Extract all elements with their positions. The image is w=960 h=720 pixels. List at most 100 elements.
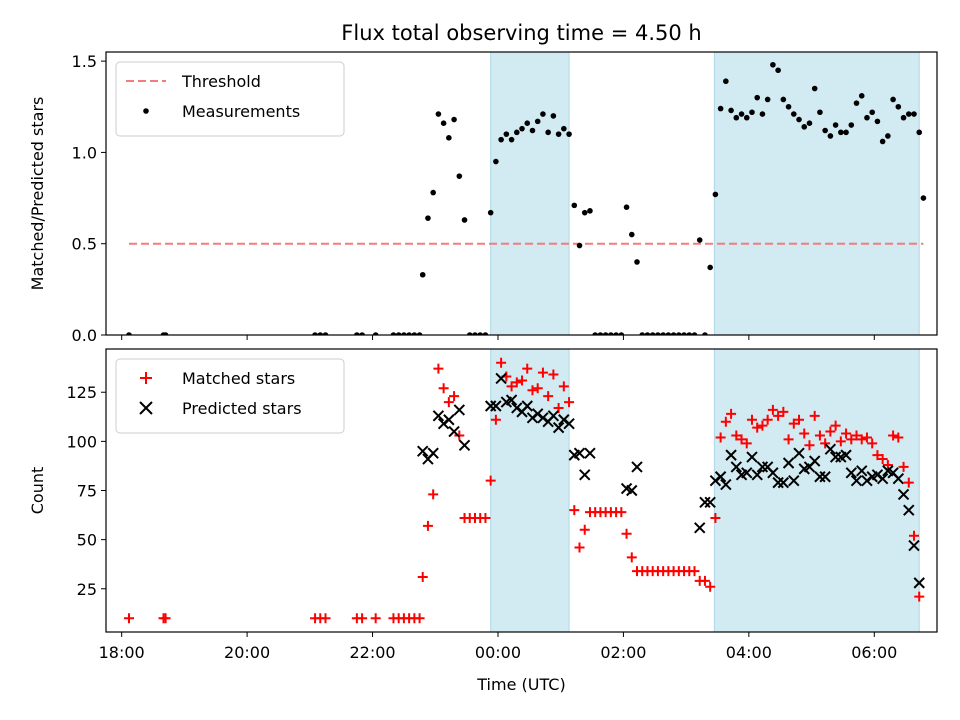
data-point [909, 530, 920, 541]
data-point [876, 473, 889, 485]
data-point [856, 434, 867, 445]
data-point [811, 85, 818, 92]
data-point [903, 477, 914, 488]
data-point [573, 447, 586, 459]
data-point [822, 127, 828, 134]
data-point [730, 461, 743, 473]
data-point [838, 129, 844, 136]
legend-box [115, 61, 345, 137]
data-point [890, 96, 896, 103]
data-point [416, 332, 423, 335]
data-point [846, 434, 857, 445]
data-point [872, 450, 883, 461]
data-point [806, 120, 813, 127]
data-point [487, 209, 494, 216]
data-point [754, 94, 761, 101]
data-point [558, 381, 569, 392]
data-point [390, 332, 397, 335]
data-point [449, 391, 460, 402]
data-point [519, 125, 525, 132]
data-point [579, 469, 591, 481]
y-axis-label: Count [28, 467, 47, 515]
y-tick-label: 75 [77, 482, 97, 501]
data-point [451, 116, 457, 123]
data-point [414, 613, 425, 624]
data-point [689, 566, 700, 577]
data-point [505, 394, 518, 406]
data-point [537, 367, 548, 378]
data-point [867, 438, 878, 449]
data-point [714, 471, 727, 483]
data-point [853, 100, 860, 106]
data-point [312, 332, 318, 335]
data-point [508, 136, 515, 143]
data-point [466, 332, 473, 335]
x-tick-label: 22:00 [349, 643, 395, 662]
data-point [888, 430, 899, 441]
y-tick-label: 0.0 [72, 326, 97, 345]
data-point [712, 191, 719, 198]
data-point [794, 414, 805, 425]
data-point [905, 111, 912, 117]
data-point [511, 377, 522, 388]
data-point [809, 410, 820, 421]
data-point [879, 138, 886, 145]
chart-title: Flux total observing time = 4.50 h [341, 21, 701, 45]
data-point [411, 332, 418, 335]
data-point [705, 581, 716, 592]
data-point [726, 408, 737, 419]
data-point [566, 131, 572, 137]
data-point [799, 428, 810, 439]
shaded-interval [713, 52, 920, 335]
data-point [830, 420, 841, 431]
data-point [644, 332, 651, 335]
legend: Matched stars Predicted stars [115, 358, 345, 434]
data-point [841, 428, 852, 439]
data-point [395, 332, 402, 335]
legend-label: Matched stars [182, 369, 295, 388]
data-point [623, 204, 630, 210]
data-point [746, 414, 757, 425]
data-point [484, 400, 497, 412]
data-point [796, 116, 802, 123]
data-point [576, 242, 583, 249]
data-point [696, 237, 703, 243]
data-point [613, 332, 619, 335]
data-point [552, 421, 565, 434]
data-point [503, 131, 510, 137]
x-tick-label: 06:00 [851, 643, 897, 662]
top-panel: 0.0 0.5 1.0 1.5 Flux total observing time = … [28, 21, 938, 345]
data-point [877, 454, 888, 465]
data-point [723, 78, 729, 85]
data-point [592, 332, 598, 335]
data-point [738, 111, 745, 117]
data-point [660, 332, 666, 335]
data-point [432, 410, 445, 422]
data-point [741, 438, 752, 449]
x-axis-label: Time (UTC) [476, 675, 565, 694]
data-point [547, 410, 560, 422]
data-point [808, 455, 821, 467]
data-point [417, 445, 429, 457]
data-point [704, 496, 716, 508]
data-point [639, 332, 646, 335]
data-point [545, 129, 551, 136]
data-point [597, 332, 604, 335]
data-point [715, 432, 726, 443]
data-point [569, 505, 580, 516]
data-point [631, 461, 643, 473]
data-point [574, 542, 585, 553]
x-tick-label: 18:00 [99, 643, 145, 662]
data-point [916, 129, 923, 136]
data-point [477, 332, 484, 335]
data-point [707, 264, 713, 271]
data-point [903, 504, 915, 516]
y-tick-label: 125 [66, 383, 97, 402]
data-point [900, 114, 907, 121]
y-tick-label: 25 [77, 580, 97, 599]
x-tick-label: 04:00 [726, 643, 772, 662]
data-point [472, 332, 478, 335]
data-point [493, 158, 499, 165]
data-point [527, 385, 538, 396]
data-point [814, 471, 826, 483]
